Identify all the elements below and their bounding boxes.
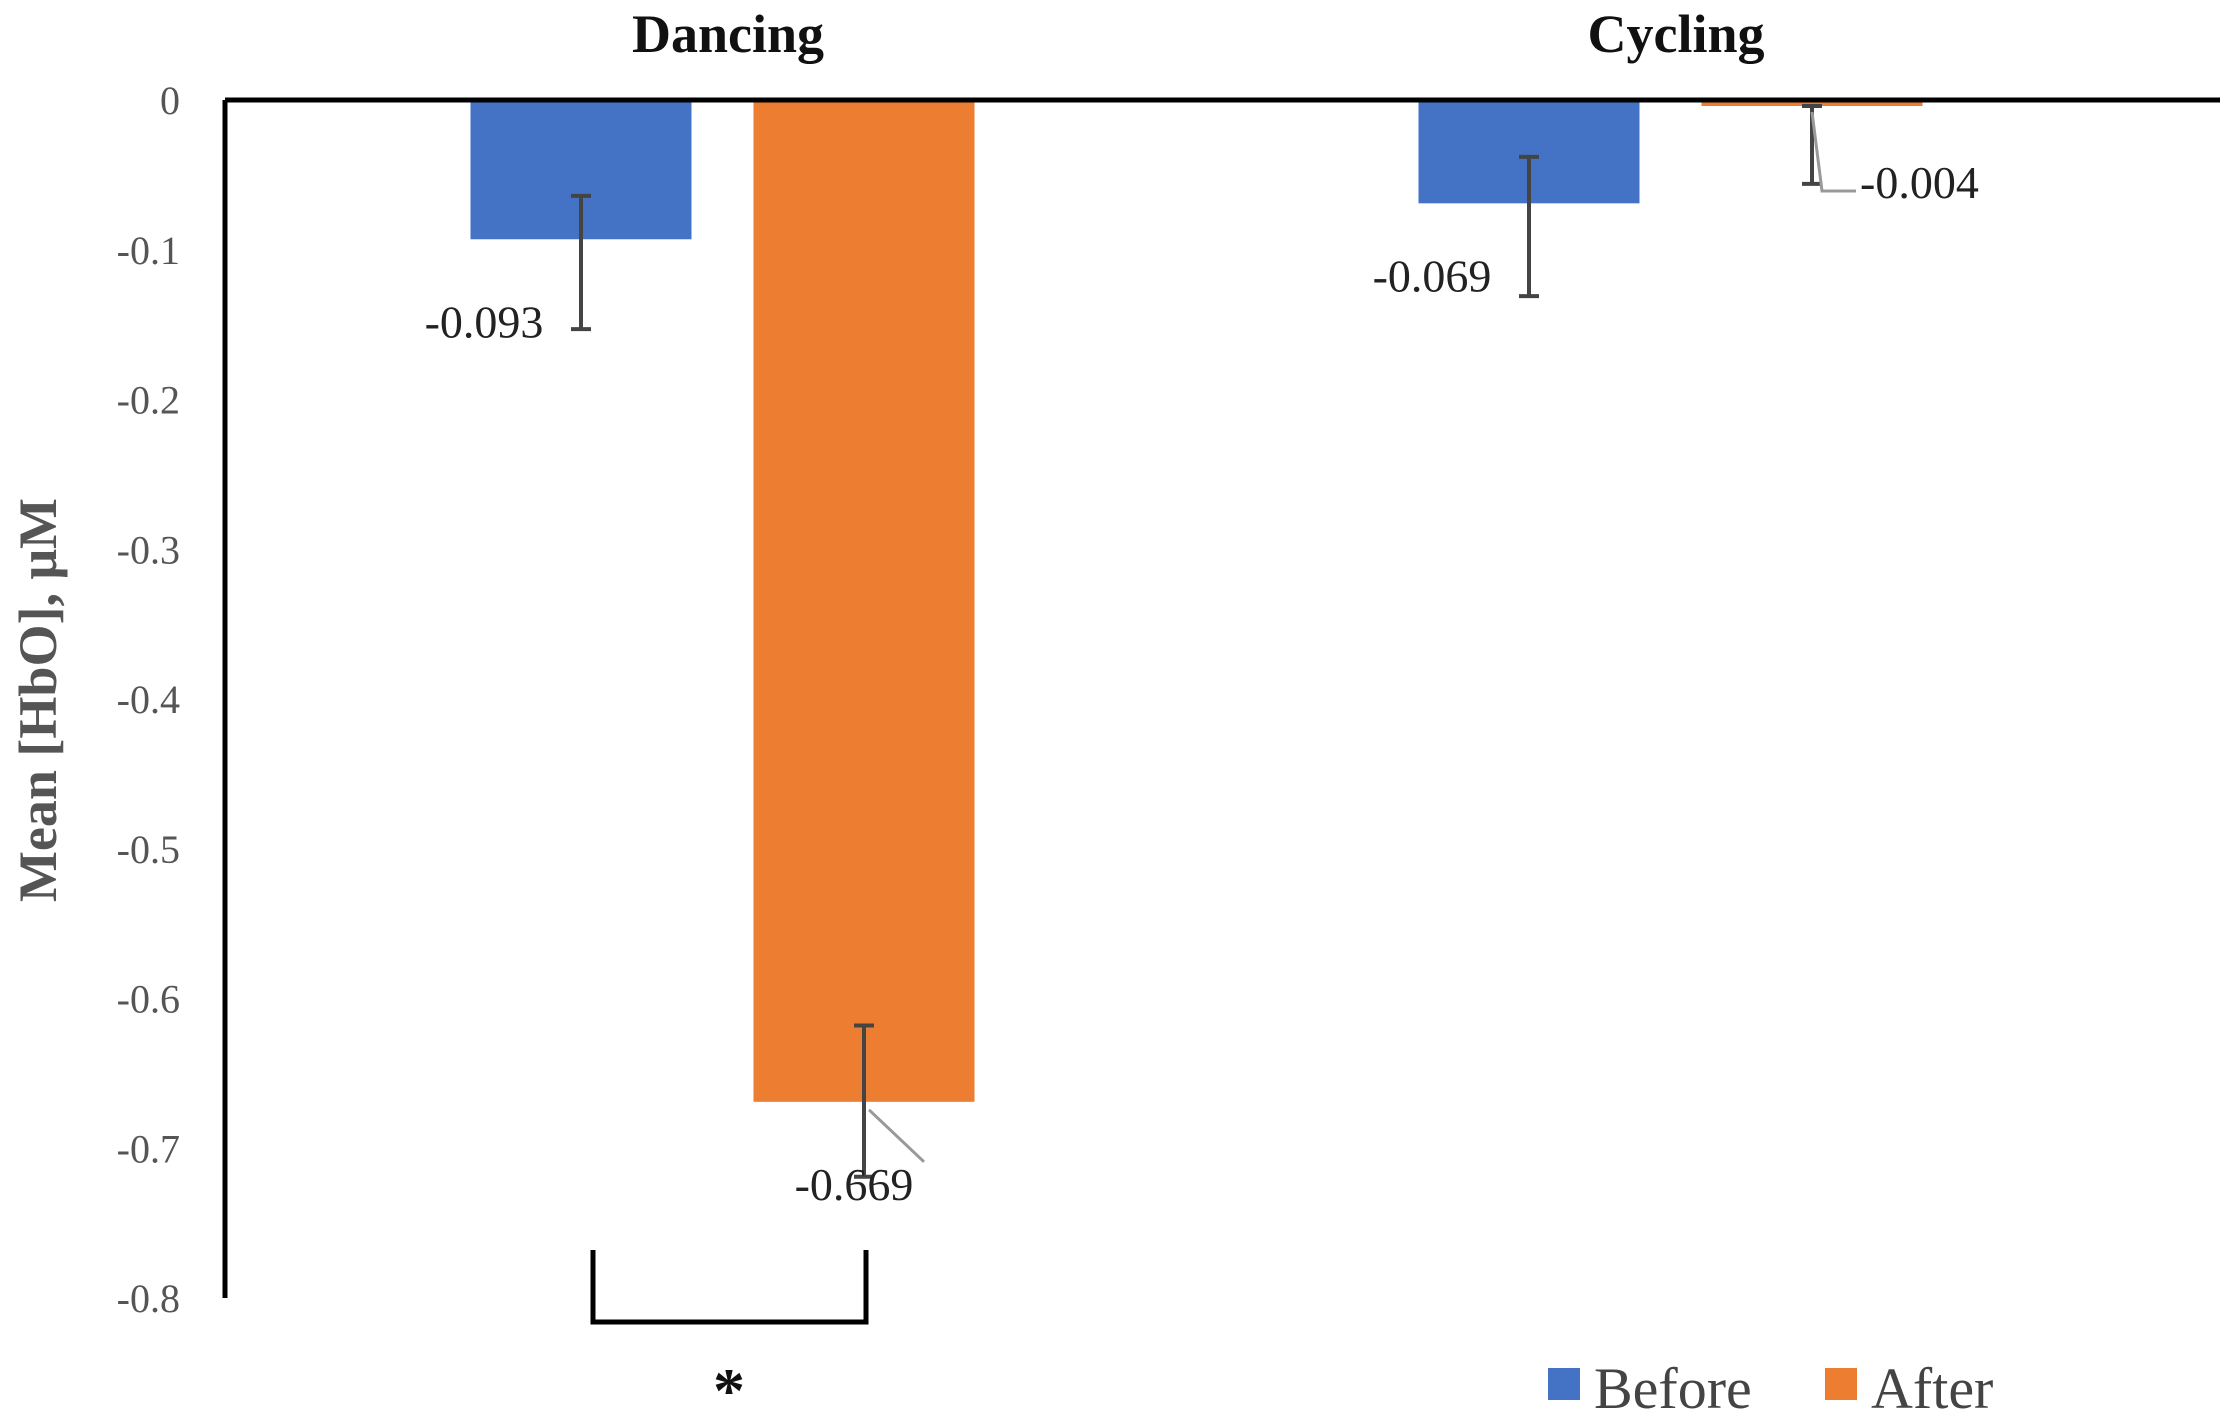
data-label: -0.004 [1860,157,1979,208]
bracket-line [590,1250,869,1325]
bar-after-dancing [753,100,975,1102]
leader-line [867,1108,926,1163]
data-labels: -0.093 -0.069 -0.669 -0.004 [425,111,1979,1210]
y-tick-label: 0 [160,78,180,123]
y-tick-label: -0.8 [117,1276,180,1321]
y-tick-label: -0.2 [117,378,180,423]
error-bar [571,193,591,332]
y-axis-label: Mean [HbO], μM [8,498,68,902]
y-tick-label: -0.1 [117,228,180,273]
y-tick-label: -0.6 [117,977,180,1022]
significance-bracket: * [590,1250,869,1426]
bar-after-cycling [1701,100,1923,106]
bars [470,100,1923,1102]
y-tick-label: -0.5 [117,827,180,872]
legend-item-after: After [1825,1356,1993,1421]
data-label: -0.669 [795,1159,914,1210]
y-tick-label: -0.3 [117,527,180,572]
legend-item-before: Before [1548,1356,1752,1421]
legend-label: Before [1594,1356,1752,1421]
leader-line [1810,111,1856,193]
legend-swatch [1548,1368,1580,1400]
category-label: Dancing [632,4,824,64]
legend: Before After [1548,1356,1993,1421]
error-bar [1519,154,1539,299]
legend-swatch [1825,1368,1857,1400]
error-bar [854,1023,874,1179]
category-label: Cycling [1587,4,1764,64]
y-tick-label: -0.4 [117,677,180,722]
error-bars [571,103,1822,1179]
y-tick-label: -0.7 [117,1126,180,1171]
data-label: -0.069 [1373,250,1492,301]
category-labels: Dancing Cycling [632,4,1765,64]
legend-label: After [1871,1356,1993,1421]
y-axis-ticks: 0 -0.1 -0.2 -0.3 -0.4 -0.5 -0.6 -0.7 -0.8 [117,78,180,1321]
significance-asterisk: * [713,1355,745,1426]
data-label: -0.093 [425,296,544,347]
